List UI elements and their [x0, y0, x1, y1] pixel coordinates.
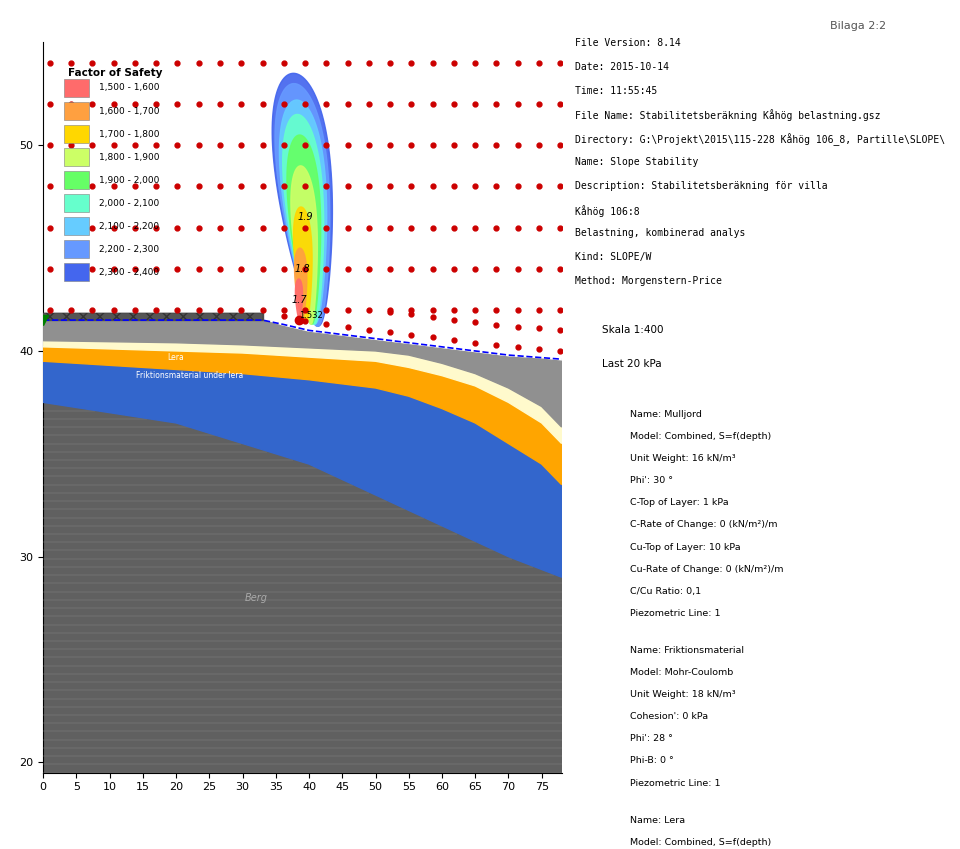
Text: Cu-Top of Layer: 10 kPa: Cu-Top of Layer: 10 kPa — [630, 543, 740, 552]
Text: File Name: Stabilitetsberäkning Kåhög belastning.gsz: File Name: Stabilitetsberäkning Kåhög be… — [575, 110, 880, 121]
Polygon shape — [283, 115, 324, 324]
Bar — [64, 240, 89, 258]
Text: Friktionsmaterial under lera: Friktionsmaterial under lera — [135, 371, 243, 380]
Text: 1,600 - 1,700: 1,600 - 1,700 — [99, 106, 159, 115]
Polygon shape — [43, 313, 262, 320]
Text: Method: Morgenstern-Price: Method: Morgenstern-Price — [575, 276, 722, 286]
Text: Description: Stabilitetsberäkning för villa: Description: Stabilitetsberäkning för vi… — [575, 181, 828, 191]
Text: Piezometric Line: 1: Piezometric Line: 1 — [630, 779, 720, 788]
Text: Kind: SLOPE/W: Kind: SLOPE/W — [575, 252, 652, 262]
Polygon shape — [294, 207, 312, 322]
Text: 1,800 - 1,900: 1,800 - 1,900 — [99, 153, 159, 161]
Bar — [64, 125, 89, 143]
Bar — [64, 217, 89, 235]
Text: Name: Lera: Name: Lera — [630, 816, 684, 825]
Text: Bilaga 2:2: Bilaga 2:2 — [830, 21, 886, 31]
Polygon shape — [295, 248, 307, 320]
Text: Cu-Rate of Change: 0 (kN/m²)/m: Cu-Rate of Change: 0 (kN/m²)/m — [630, 565, 783, 574]
Text: 1.9: 1.9 — [298, 212, 314, 222]
Bar — [64, 79, 89, 97]
Polygon shape — [279, 100, 326, 324]
Text: Phi': 28 °: Phi': 28 ° — [630, 734, 672, 744]
Polygon shape — [43, 361, 562, 577]
Text: Model: Combined, S=f(depth): Model: Combined, S=f(depth) — [630, 432, 771, 441]
Text: 2,000 - 2,100: 2,000 - 2,100 — [99, 199, 159, 208]
Text: 2,300 - 2,400: 2,300 - 2,400 — [99, 268, 159, 277]
Text: Name: Slope Stability: Name: Slope Stability — [575, 157, 699, 167]
Text: Cohesion': 0 kPa: Cohesion': 0 kPa — [630, 712, 708, 722]
Bar — [64, 102, 89, 120]
Polygon shape — [296, 279, 302, 320]
Polygon shape — [43, 340, 562, 443]
Text: Piezometric Line: 1: Piezometric Line: 1 — [630, 609, 720, 618]
Bar — [64, 148, 89, 166]
Text: C-Top of Layer: 1 kPa: C-Top of Layer: 1 kPa — [630, 498, 728, 508]
Text: C/Cu Ratio: 0,1: C/Cu Ratio: 0,1 — [630, 587, 701, 596]
Text: Model: Mohr-Coulomb: Model: Mohr-Coulomb — [630, 668, 732, 678]
Text: 1.8: 1.8 — [295, 264, 310, 273]
Text: Time: 11:55:45: Time: 11:55:45 — [575, 86, 658, 96]
Polygon shape — [273, 73, 332, 326]
Bar — [64, 194, 89, 212]
Text: 1,700 - 1,800: 1,700 - 1,800 — [99, 130, 159, 138]
Text: Unit Weight: 18 kN/m³: Unit Weight: 18 kN/m³ — [630, 690, 735, 700]
Text: Factor of Safety: Factor of Safety — [68, 68, 162, 78]
Text: 1.532: 1.532 — [300, 312, 323, 320]
Text: 2,200 - 2,300: 2,200 - 2,300 — [99, 245, 159, 254]
Polygon shape — [275, 83, 330, 326]
Text: 2,100 - 2,200: 2,100 - 2,200 — [99, 222, 159, 231]
Polygon shape — [287, 135, 321, 324]
Text: Phi': 30 °: Phi': 30 ° — [630, 476, 673, 486]
Polygon shape — [43, 320, 562, 427]
Text: Lera: Lera — [168, 352, 184, 362]
Text: 1,500 - 1,600: 1,500 - 1,600 — [99, 83, 159, 93]
Text: Unit Weight: 16 kN/m³: Unit Weight: 16 kN/m³ — [630, 454, 735, 464]
Text: Name: Friktionsmaterial: Name: Friktionsmaterial — [630, 646, 743, 655]
Text: Directory: G:\Projekt\2015\115-228 Kåhög 106_8, Partille\SLOPE\: Directory: G:\Projekt\2015\115-228 Kåhög… — [575, 133, 946, 146]
Bar — [64, 171, 89, 189]
Text: Belastning, kombinerad analys: Belastning, kombinerad analys — [575, 228, 746, 239]
Text: Kåhög 106:8: Kåhög 106:8 — [575, 205, 639, 216]
Text: Skala 1:400: Skala 1:400 — [602, 325, 663, 335]
Text: 1,900 - 2,000: 1,900 - 2,000 — [99, 176, 159, 185]
Polygon shape — [291, 166, 318, 324]
Text: Model: Combined, S=f(depth): Model: Combined, S=f(depth) — [630, 838, 771, 847]
Bar — [64, 263, 89, 282]
Polygon shape — [43, 347, 562, 485]
Text: C-Rate of Change: 0 (kN/m²)/m: C-Rate of Change: 0 (kN/m²)/m — [630, 520, 777, 530]
Text: Name: Mulljord: Name: Mulljord — [630, 410, 702, 419]
Text: File Version: 8.14: File Version: 8.14 — [575, 38, 681, 48]
Text: 1.7: 1.7 — [292, 295, 307, 305]
Text: Last 20 kPa: Last 20 kPa — [602, 359, 662, 369]
Polygon shape — [43, 402, 562, 773]
Text: Date: 2015-10-14: Date: 2015-10-14 — [575, 62, 669, 72]
Text: Berg: Berg — [245, 593, 268, 603]
Text: Phi-B: 0 °: Phi-B: 0 ° — [630, 756, 673, 766]
